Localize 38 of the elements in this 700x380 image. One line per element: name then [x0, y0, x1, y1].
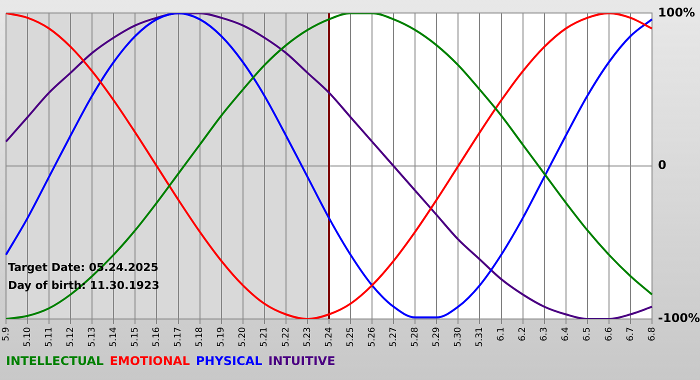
text: INTELLECTUAL	[6, 354, 104, 368]
y-tick-label: 0	[658, 158, 666, 172]
x-tick-label: 5.28	[410, 326, 420, 348]
x-tick-label: 5.24	[324, 326, 334, 348]
y-tick-label: -100%	[658, 311, 700, 326]
x-tick-label: 5.9	[1, 326, 12, 342]
x-tick-label: 5.15	[130, 326, 141, 348]
x-tick-label: 5.23	[302, 326, 313, 348]
text: PHYSICAL	[196, 354, 262, 368]
x-tick-label: 5.13	[87, 326, 98, 348]
x-tick-label: 5.10	[22, 326, 33, 348]
text: EMOTIONAL	[110, 354, 190, 368]
x-tick-label: 6.4	[561, 326, 572, 342]
x-tick-label: 6.6	[604, 326, 614, 342]
x-tick-label: 5.12	[66, 326, 76, 348]
x-tick-label: 6.3	[540, 326, 550, 342]
x-tick-label: 5.21	[260, 326, 270, 348]
x-tick-label: 6.7	[626, 326, 636, 342]
x-tick-label: 6.1	[496, 326, 507, 342]
x-tick-label: 6.5	[582, 326, 593, 342]
y-tick-label: 100%	[658, 5, 696, 20]
x-tick-label: 5.19	[216, 326, 227, 348]
x-tick-label: 5.16	[152, 326, 162, 348]
x-tick-label: 5.11	[44, 326, 54, 348]
x-tick-label: 5.18	[195, 326, 206, 348]
x-tick-label: 5.25	[346, 326, 356, 348]
x-tick-label: 5.26	[367, 326, 378, 348]
x-tick-label: 5.27	[388, 326, 399, 348]
x-tick-label: 5.31	[475, 326, 486, 348]
x-tick-label: 6.8	[647, 326, 658, 342]
x-tick-label: 5.20	[238, 326, 248, 348]
x-tick-label: 5.30	[454, 326, 464, 348]
x-tick-label: 5.14	[109, 326, 120, 348]
x-tick-label: 6.2	[518, 326, 528, 342]
x-tick-label: 5.22	[281, 326, 292, 348]
x-tick-label: 5.29	[432, 326, 442, 348]
text: INTUITIVE	[268, 354, 336, 368]
x-tick-label: 5.17	[174, 326, 184, 348]
